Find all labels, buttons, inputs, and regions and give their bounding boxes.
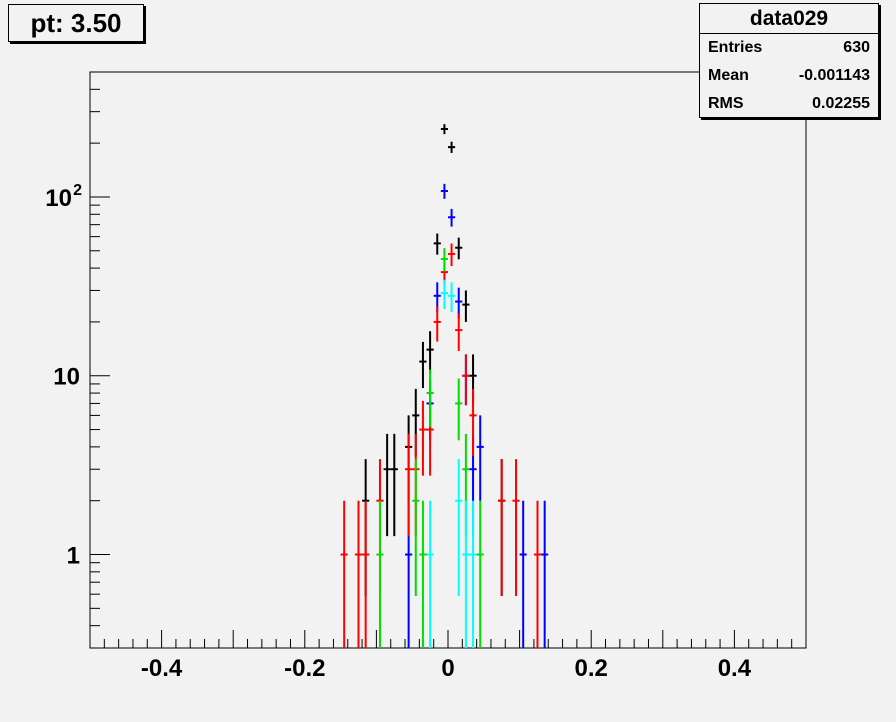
y-tick-label-exponent: 2: [73, 182, 82, 199]
data-point: [541, 500, 549, 648]
data-point: [533, 500, 542, 648]
x-tick-label: 0.4: [718, 655, 752, 682]
data-marks: [340, 124, 549, 648]
x-tick-label: -0.2: [284, 655, 325, 682]
data-point: [512, 459, 520, 597]
data-point: [476, 500, 484, 648]
stats-label: Mean: [708, 67, 749, 84]
data-point: [448, 282, 456, 313]
stats-value: 630: [843, 39, 870, 56]
data-point: [390, 433, 398, 537]
data-point: [462, 500, 470, 648]
data-point: [440, 248, 448, 272]
data-point: [419, 341, 427, 389]
series: [426, 279, 477, 648]
series: [376, 248, 484, 648]
data-point: [426, 331, 434, 374]
data-point: [448, 141, 456, 153]
data-point: [412, 459, 420, 597]
data-point: [433, 306, 441, 342]
data-point: [440, 279, 448, 310]
x-tick-label: 0: [441, 655, 454, 682]
data-point: [426, 500, 434, 648]
data-point: [455, 313, 463, 351]
data-point: [340, 500, 348, 648]
data-point: [448, 243, 456, 267]
y-tick-label: 10: [53, 364, 80, 391]
stats-label: RMS: [708, 95, 744, 112]
data-point: [498, 459, 506, 597]
data-point: [462, 290, 470, 322]
data-point: [419, 400, 427, 476]
stats-label: Entries: [708, 39, 763, 56]
stats-row-rms: RMS 0.02255: [700, 90, 878, 118]
data-point: [426, 369, 434, 427]
plot-frame: [89, 71, 807, 649]
stats-row-mean: Mean -0.001143: [700, 62, 878, 90]
stats-box: data029 Entries 630 Mean -0.001143 RMS 0…: [699, 3, 879, 118]
data-point: [455, 459, 463, 597]
data-point: [376, 500, 384, 648]
data-point: [440, 124, 448, 135]
data-point: [469, 388, 477, 457]
x-tick-label: 0.2: [575, 655, 608, 682]
data-point: [469, 500, 477, 648]
pad-title: pt: 3.50: [8, 4, 144, 42]
data-point: [405, 433, 413, 537]
data-point: [476, 415, 484, 501]
y-tick-label: 1: [67, 543, 80, 570]
data-point: [362, 500, 370, 648]
data-point: [383, 433, 391, 537]
data-point: [455, 237, 463, 260]
data-point: [433, 233, 441, 255]
data-point: [462, 354, 470, 406]
data-point: [519, 500, 527, 648]
x-tick-label: -0.4: [141, 655, 183, 682]
data-point: [455, 287, 463, 319]
data-point: [354, 500, 363, 648]
data-point: [455, 378, 463, 441]
stats-value: 0.02255: [812, 95, 870, 112]
stats-value: -0.001143: [798, 67, 870, 84]
y-tick-label: 10: [45, 185, 72, 212]
stats-name: data029: [700, 4, 878, 34]
stats-row-entries: Entries 630: [700, 34, 878, 62]
data-point: [448, 208, 456, 227]
data-point: [419, 500, 427, 648]
data-point: [440, 183, 448, 199]
